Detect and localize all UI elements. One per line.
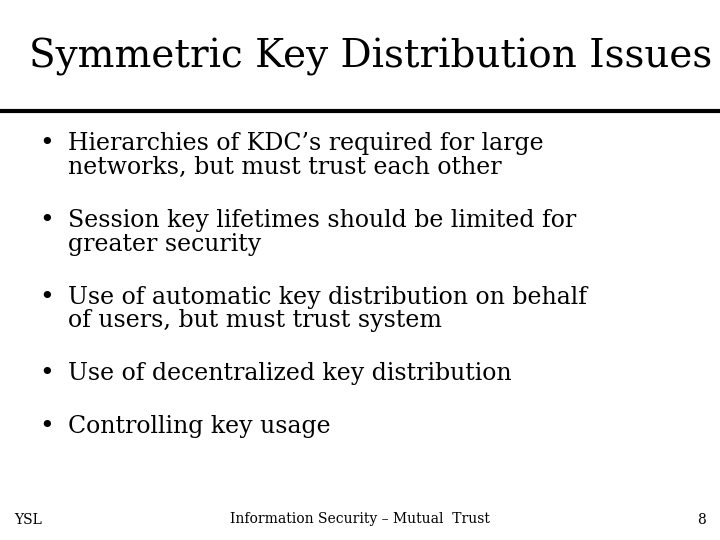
Text: of users, but must trust system: of users, but must trust system	[68, 309, 442, 333]
Text: Use of decentralized key distribution: Use of decentralized key distribution	[68, 362, 512, 386]
Text: networks, but must trust each other: networks, but must trust each other	[68, 156, 502, 179]
Text: greater security: greater security	[68, 233, 261, 256]
Text: Use of automatic key distribution on behalf: Use of automatic key distribution on beh…	[68, 286, 588, 309]
Text: •: •	[40, 209, 54, 232]
Text: Session key lifetimes should be limited for: Session key lifetimes should be limited …	[68, 209, 577, 232]
Text: YSL: YSL	[14, 512, 42, 526]
Text: •: •	[40, 286, 54, 309]
Text: Hierarchies of KDC’s required for large: Hierarchies of KDC’s required for large	[68, 132, 544, 156]
Text: Information Security – Mutual  Trust: Information Security – Mutual Trust	[230, 512, 490, 526]
Text: Controlling key usage: Controlling key usage	[68, 415, 331, 438]
Text: •: •	[40, 132, 54, 156]
Text: •: •	[40, 415, 54, 438]
Text: •: •	[40, 362, 54, 386]
Text: 8: 8	[697, 512, 706, 526]
Text: Symmetric Key Distribution Issues: Symmetric Key Distribution Issues	[29, 38, 712, 76]
